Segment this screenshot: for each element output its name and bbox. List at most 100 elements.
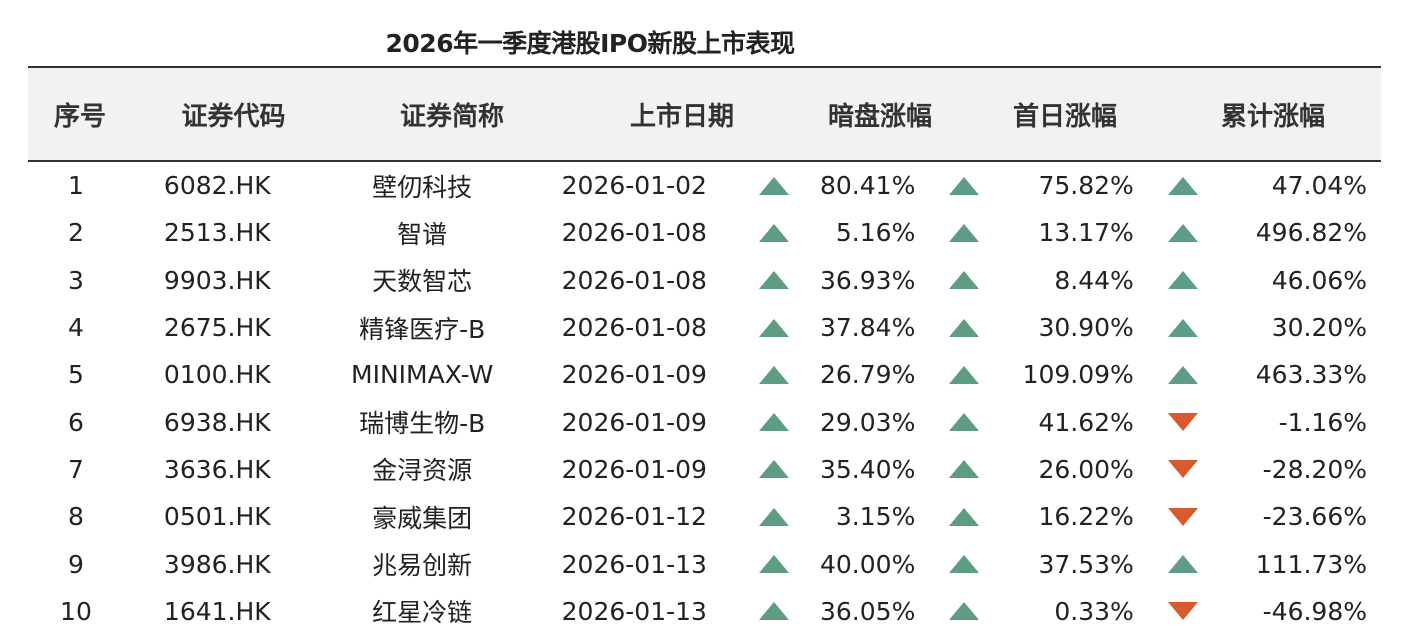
up-triangle-icon — [758, 555, 789, 574]
cell-date: 2026-01-12 — [561, 502, 707, 532]
up-triangle-icon — [949, 365, 980, 384]
cell-first-day: 8.44% — [929, 266, 1147, 295]
cell-no: 8 — [68, 502, 84, 532]
cell-cumulative-value: -46.98% — [1262, 596, 1368, 626]
cell-first-day-value: 41.62% — [1038, 407, 1134, 437]
cell-cumulative: 496.82% — [1148, 218, 1381, 247]
cell-name: 壁仞科技 — [372, 172, 473, 202]
cell-first-day-value: 8.44% — [1054, 265, 1134, 295]
up-triangle-icon — [949, 602, 980, 621]
cell-code: 3986.HK — [163, 549, 271, 579]
up-triangle-icon — [758, 271, 789, 290]
cell-dark-pool: 35.40% — [739, 455, 930, 484]
cell-cumulative: -28.20% — [1148, 455, 1381, 484]
cell-first-day: 0.33% — [929, 597, 1147, 626]
cell-cumulative-value: 496.82% — [1255, 218, 1368, 248]
down-triangle-icon — [1167, 507, 1198, 526]
cell-date: 2026-01-13 — [561, 596, 707, 626]
cell-code: 3636.HK — [163, 454, 271, 484]
cell-date: 2026-01-13 — [561, 549, 707, 579]
up-triangle-icon — [1167, 555, 1198, 574]
table-row: 3 9903.HK 天数智芯 2026-01-08 36.93% 8.44% 46.06% — [28, 257, 1381, 304]
up-triangle-icon — [758, 507, 789, 526]
cell-cumulative-value: -23.66% — [1262, 502, 1368, 532]
table-row: 10 1641.HK 红星冷链 2026-01-13 36.05% 0.33% -46.98… — [28, 588, 1381, 635]
cell-code: 1641.HK — [163, 596, 271, 626]
cell-cumulative-value: 30.20% — [1271, 313, 1368, 343]
up-triangle-icon — [758, 413, 789, 432]
cell-first-day: 41.62% — [929, 408, 1147, 437]
cell-code: 2513.HK — [163, 218, 271, 248]
cell-no: 6 — [68, 407, 84, 437]
cell-first-day-value: 30.90% — [1038, 313, 1134, 343]
cell-first-day: 30.90% — [929, 313, 1147, 342]
cell-first-day: 26.00% — [929, 455, 1147, 484]
cell-dark-pool-value: 35.40% — [820, 454, 916, 484]
header-date: 上市日期 — [629, 101, 734, 132]
up-triangle-icon — [949, 223, 980, 242]
cell-cumulative: 30.20% — [1148, 313, 1381, 342]
header-dark-pool: 暗盘涨幅 — [827, 101, 932, 132]
table-row: 5 0100.HK MINIMAX-W 2026-01-09 26.79% 109.09%… — [28, 351, 1381, 398]
cell-cumulative-value: 46.06% — [1271, 265, 1368, 295]
cell-dark-pool-value: 29.03% — [820, 407, 916, 437]
cell-cumulative: 111.73% — [1148, 550, 1381, 579]
cell-cumulative-value: -1.16% — [1278, 407, 1368, 437]
up-triangle-icon — [1167, 365, 1198, 384]
table-row: 2 2513.HK 智谱 2026-01-08 5.16% 13.17% 496.82% — [28, 209, 1381, 256]
up-triangle-icon — [758, 318, 789, 337]
cell-no: 5 — [68, 360, 84, 390]
cell-date: 2026-01-08 — [561, 265, 707, 295]
cell-name: MINIMAX-W — [351, 360, 494, 390]
up-triangle-icon — [758, 223, 789, 242]
cell-first-day-value: 26.00% — [1038, 454, 1134, 484]
cell-dark-pool: 36.05% — [739, 597, 930, 626]
up-triangle-icon — [758, 365, 789, 384]
cell-cumulative-value: 111.73% — [1255, 549, 1368, 579]
cell-cumulative-value: -28.20% — [1262, 454, 1368, 484]
up-triangle-icon — [949, 413, 980, 432]
up-triangle-icon — [1167, 223, 1198, 242]
cell-code: 0501.HK — [163, 502, 271, 532]
header-name: 证券简称 — [399, 101, 504, 132]
cell-name: 红星冷链 — [372, 598, 473, 628]
cell-dark-pool: 36.93% — [739, 266, 930, 295]
down-triangle-icon — [1167, 460, 1198, 479]
cell-name: 兆易创新 — [372, 551, 473, 581]
cell-first-day-value: 109.09% — [1022, 360, 1134, 390]
cell-name: 智谱 — [397, 219, 448, 249]
table-row: 9 3986.HK 兆易创新 2026-01-13 40.00% 37.53% 111.73… — [28, 540, 1381, 587]
cell-code: 0100.HK — [163, 360, 271, 390]
table-row: 1 6082.HK 壁仞科技 2026-01-02 80.41% 75.82% 47.04% — [28, 162, 1381, 209]
table-row: 6 6938.HK 瑞博生物-B 2026-01-09 29.03% 41.62% -1.1… — [28, 398, 1381, 445]
cell-dark-pool-value: 36.93% — [820, 265, 916, 295]
cell-cumulative: -46.98% — [1148, 597, 1381, 626]
cell-dark-pool-value: 36.05% — [820, 596, 916, 626]
cell-cumulative-value: 47.04% — [1271, 171, 1368, 201]
ipo-table: 序号 证券代码 证券简称 上市日期 暗盘涨幅 首日涨幅 累计涨幅 1 6082.H… — [28, 66, 1381, 635]
down-triangle-icon — [1167, 413, 1198, 432]
cell-no: 7 — [68, 454, 84, 484]
cell-date: 2026-01-08 — [561, 218, 707, 248]
up-triangle-icon — [1167, 271, 1198, 290]
cell-first-day: 109.09% — [929, 360, 1147, 389]
cell-first-day: 75.82% — [929, 171, 1147, 200]
cell-dark-pool-value: 5.16% — [835, 218, 916, 248]
cell-name: 瑞博生物-B — [359, 409, 486, 439]
cell-dark-pool: 5.16% — [739, 218, 930, 247]
cell-dark-pool-value: 26.79% — [820, 360, 916, 390]
cell-code: 2675.HK — [163, 313, 271, 343]
cell-date: 2026-01-09 — [561, 407, 707, 437]
cell-first-day-value: 75.82% — [1038, 171, 1134, 201]
table-row: 8 0501.HK 豪威集团 2026-01-12 3.15% 16.22% -23.66% — [28, 493, 1381, 540]
cell-cumulative: 47.04% — [1148, 171, 1381, 200]
up-triangle-icon — [1167, 176, 1198, 195]
cell-first-day: 37.53% — [929, 550, 1147, 579]
cell-code: 6938.HK — [163, 407, 271, 437]
cell-cumulative: -1.16% — [1148, 408, 1381, 437]
cell-name: 天数智芯 — [372, 267, 473, 297]
cell-first-day-value: 16.22% — [1038, 502, 1134, 532]
cell-code: 6082.HK — [163, 171, 271, 201]
cell-dark-pool-value: 40.00% — [820, 549, 916, 579]
cell-dark-pool: 3.15% — [739, 502, 930, 531]
